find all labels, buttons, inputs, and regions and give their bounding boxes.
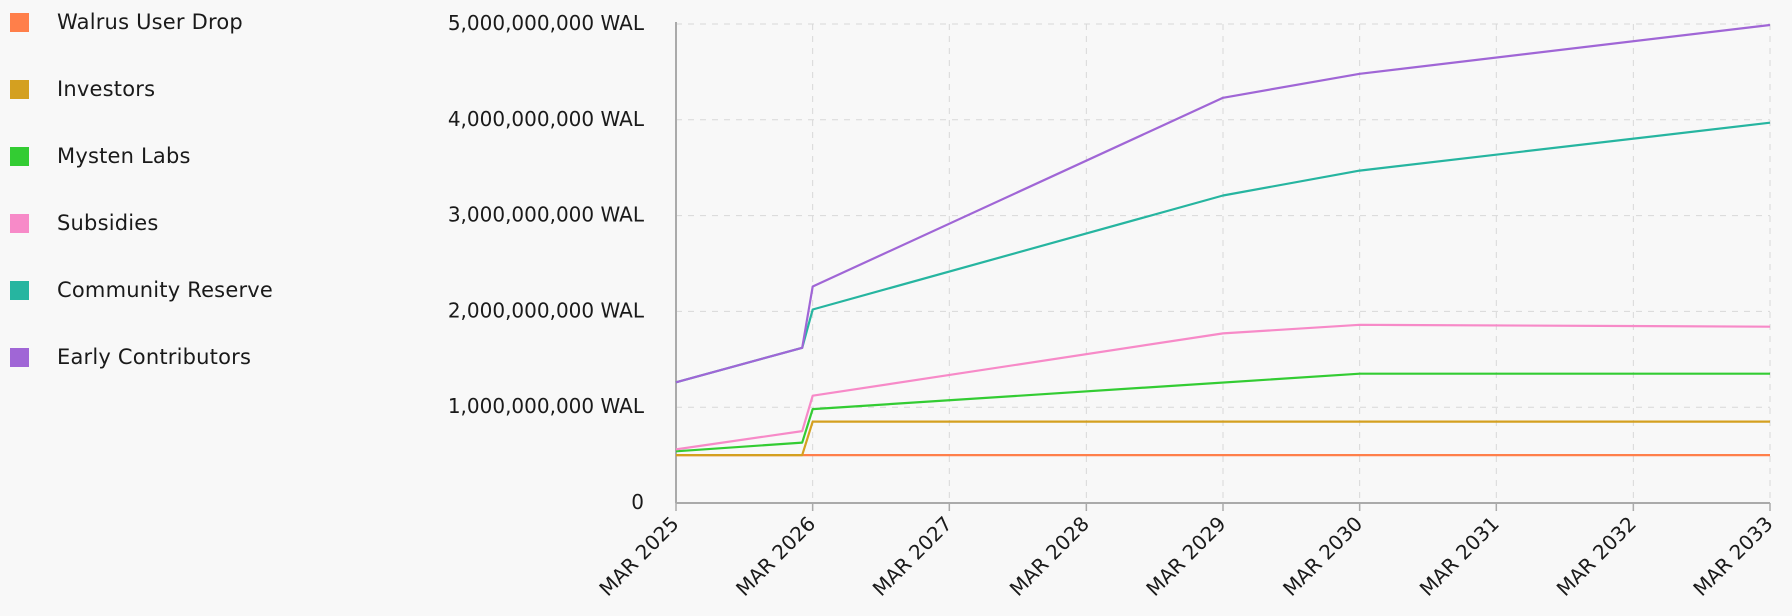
legend-swatch [10,12,29,32]
axes [675,22,1771,511]
legend-swatch [10,280,29,300]
legend-swatch [10,347,29,367]
series-line-mysten-labs [675,372,1770,453]
y-tick-label: 1,000,000,000 WAL [448,394,645,418]
x-tick-label: MAR 2030 [1278,512,1367,601]
y-tick-label: 4,000,000,000 WAL [448,107,645,131]
series-line-investors [676,420,1770,457]
legend-item-investors[interactable]: Investors [10,77,155,101]
x-tick-label: MAR 2029 [1141,512,1230,601]
legend-label: Community Reserve [57,278,274,302]
legend-swatch [10,146,29,166]
legend-swatch [10,213,29,233]
legend-item-community-reserve[interactable]: Community Reserve [10,278,273,302]
legend-label: Subsidies [57,211,159,235]
chart-legend: Walrus User Drop Investors Mysten Labs S… [0,0,400,616]
y-tick-label: 5,000,000,000 WAL [448,11,645,35]
y-tick-label: 0 [631,490,644,514]
x-tick-label: MAR 2032 [1552,512,1641,601]
x-tick-label: MAR 2026 [731,512,820,601]
legend-label: Walrus User Drop [57,10,243,34]
legend-item-walrus-user-drop[interactable]: Walrus User Drop [10,10,243,34]
legend-label: Mysten Labs [57,144,191,168]
y-tick-label: 3,000,000,000 WAL [448,203,645,227]
legend-swatch [10,79,29,99]
legend-label: Early Contributors [57,345,252,369]
legend-item-mysten-labs[interactable]: Mysten Labs [10,144,191,168]
y-tick-label: 2,000,000,000 WAL [448,298,645,322]
tick-labels: 0 1,000,000,000 WAL 2,000,000,000 WAL 3,000… [448,11,1778,601]
x-tick-label: MAR 2025 [594,512,683,601]
series-line-subsidies [675,323,1771,451]
legend-item-subsidies[interactable]: Subsidies [10,211,159,235]
legend-label: Investors [57,77,156,101]
legend-item-early-contributors[interactable]: Early Contributors [10,345,251,369]
series-lines [675,23,1771,457]
x-tick-label: MAR 2027 [868,512,957,601]
x-tick-label: MAR 2033 [1688,512,1777,601]
series-line-early-contributors [675,23,1771,384]
gridlines [676,23,1771,503]
x-tick-label: MAR 2028 [1005,512,1094,601]
x-tick-label: MAR 2031 [1415,512,1504,601]
